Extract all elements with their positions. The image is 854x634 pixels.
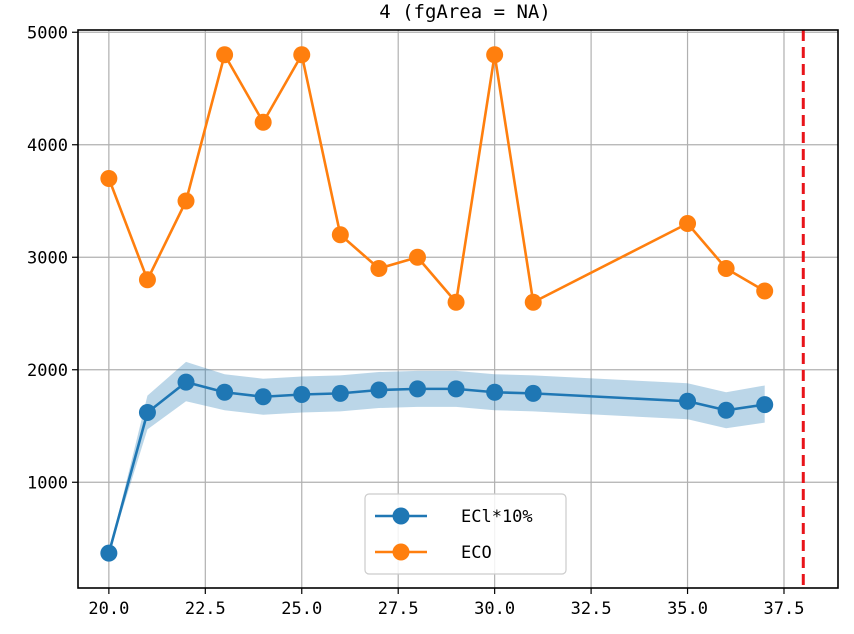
chart-title: 4 (fgArea = NA) bbox=[379, 1, 551, 23]
x-tick-label: 30.0 bbox=[474, 599, 515, 619]
data-point bbox=[216, 46, 234, 64]
data-point bbox=[100, 544, 118, 562]
data-point bbox=[408, 248, 426, 266]
data-point bbox=[293, 46, 311, 64]
data-point bbox=[216, 383, 234, 401]
data-point bbox=[138, 404, 156, 421]
data-point bbox=[447, 380, 465, 398]
y-tick-label: 5000 bbox=[27, 23, 68, 43]
confidence-band-layer bbox=[108, 361, 765, 554]
data-point bbox=[756, 282, 774, 300]
data-point bbox=[486, 46, 504, 64]
data-point bbox=[331, 226, 349, 244]
data-point bbox=[370, 260, 388, 277]
data-point bbox=[524, 384, 542, 402]
axis-ticks: 20.0 22.5 25.0 27.5 30.0 32.5 35.0 37.5 1000 2000… bbox=[27, 23, 804, 619]
data-point bbox=[177, 373, 195, 391]
y-tick-label: 1000 bbox=[27, 473, 68, 493]
grid bbox=[78, 30, 838, 588]
marker-layer bbox=[100, 46, 774, 562]
data-point bbox=[679, 215, 697, 232]
data-point bbox=[756, 396, 774, 414]
confidence-band-1 bbox=[108, 361, 765, 554]
x-tick-label: 35.0 bbox=[667, 599, 708, 619]
x-tick-label: 27.5 bbox=[378, 599, 419, 619]
series-line-2 bbox=[107, 53, 766, 304]
data-point bbox=[447, 293, 465, 311]
x-tick-label: 22.5 bbox=[185, 599, 226, 619]
data-point bbox=[408, 380, 426, 398]
data-point bbox=[524, 293, 542, 311]
data-point bbox=[370, 381, 388, 399]
legend-label: ECl*10% bbox=[461, 507, 533, 527]
legend-box bbox=[364, 493, 567, 575]
x-tick-label: 25.0 bbox=[281, 599, 322, 619]
data-point bbox=[254, 113, 272, 131]
y-tick-label: 2000 bbox=[27, 361, 68, 381]
data-point bbox=[331, 384, 349, 402]
series-layer bbox=[107, 53, 766, 554]
x-tick-label: 32.5 bbox=[571, 599, 612, 619]
y-tick-label: 3000 bbox=[27, 248, 68, 268]
data-point bbox=[293, 386, 311, 403]
data-point bbox=[486, 383, 504, 401]
legend-swatch-marker bbox=[392, 507, 410, 525]
x-tick-label: 20.0 bbox=[88, 599, 129, 619]
data-point bbox=[177, 192, 195, 210]
data-point bbox=[254, 388, 272, 406]
data-point bbox=[717, 401, 735, 419]
legend-label: ECO bbox=[461, 543, 492, 563]
data-point bbox=[679, 392, 697, 410]
legend-swatch-marker bbox=[392, 543, 410, 561]
y-tick-label: 4000 bbox=[27, 136, 68, 156]
data-point bbox=[717, 260, 735, 277]
data-point bbox=[100, 170, 118, 187]
legend: ECl*10% ECO bbox=[364, 493, 567, 575]
x-tick-label: 37.5 bbox=[764, 599, 805, 619]
data-point bbox=[138, 271, 156, 289]
plot-frame bbox=[77, 29, 839, 589]
